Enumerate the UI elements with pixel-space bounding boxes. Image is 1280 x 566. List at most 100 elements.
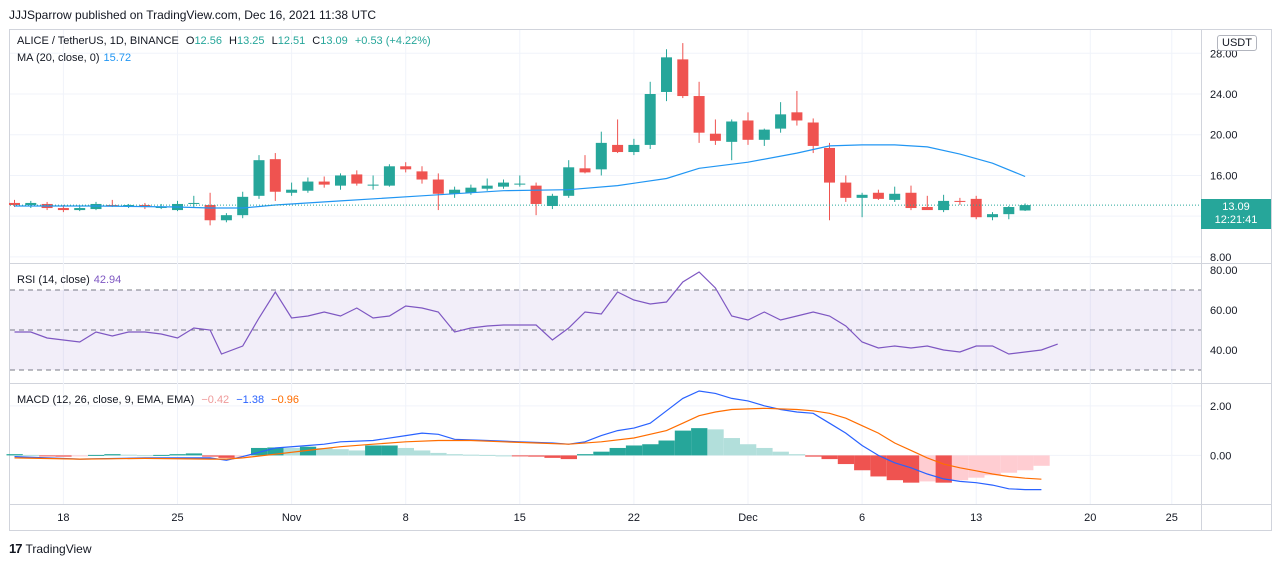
candle-up [220,215,232,221]
macd-histogram-bar [609,447,626,456]
rsi-label: RSI (14, close) [17,274,90,286]
candle-up [563,167,575,196]
rsi-legend[interactable]: RSI (14, close) 42.94 [17,274,125,286]
macd-histogram-bar [169,454,186,456]
low-value: 12.51 [277,35,306,47]
candle-down [204,204,216,221]
macd-histogram-bar [397,447,414,456]
rsi-tick-label: 80.00 [1210,265,1238,277]
candle-down [351,174,363,184]
macd-label: MACD (12, 26, close, 9, EMA, EMA) [17,394,195,406]
candle-down [807,122,819,146]
high-label: H [229,35,237,47]
price-tick-label: 28.00 [1210,48,1238,60]
macd-histogram-bar [903,455,920,483]
candle-up [546,195,558,206]
candle-up [775,114,787,129]
last-price-value: 13.09 [1222,201,1250,213]
macd-histogram-bar [642,444,659,456]
macd-histogram-bar [1033,455,1050,466]
candle-up [628,144,640,153]
rsi-value: 42.94 [93,274,122,286]
x-tick-label: 25 [1166,512,1178,524]
macd-histogram-bar [968,455,985,478]
macd-histogram-bar [691,428,708,456]
x-tick-label: 15 [514,512,526,524]
macd-histogram-bar [544,455,561,458]
ma-value: 15.72 [103,52,132,64]
macd-histogram-bar [788,454,806,456]
macd-histogram-bar [446,454,463,456]
macd-histogram-bar [805,455,822,457]
macd-histogram-bar [479,454,496,456]
price-legend: ALICE / TetherUS, 1D, BINANCE O12.56 H13… [17,35,435,47]
close-value: 13.09 [320,35,348,47]
macd-histogram-bar [560,455,577,460]
macd-histogram-bar [740,444,757,456]
macd-histogram-bar [381,445,398,456]
price-tick-label: 24.00 [1210,89,1238,101]
candle-down [612,144,624,153]
macd-histogram-bar [756,447,773,456]
macd-histogram-bar [821,455,838,460]
candle-down [872,192,884,199]
macd-histogram-bar [22,454,40,456]
macd-histogram-bar [202,455,219,457]
macd-histogram-bar [365,445,382,456]
macd-line-value: −1.38 [236,394,265,406]
candle-up [987,214,998,218]
candle-down [905,192,917,209]
macd-histogram-bar [267,447,284,456]
macd-histogram-bar [658,440,675,456]
macd-histogram-bar [772,451,789,456]
candle-up [595,142,607,170]
candle-up [302,181,314,191]
footer-brand[interactable]: 17 TradingView [9,541,92,556]
candle-down [791,112,803,121]
ohlc-open: O12.56 [186,35,222,47]
candle-down [709,133,721,141]
macd-histogram-bar [1000,455,1018,473]
x-tick-label: 8 [403,512,409,524]
ma-label: MA (20, close, 0) [17,52,100,64]
candle-down [824,147,835,183]
candle-up [155,207,167,209]
candle-up [644,94,656,145]
price-tick-label: 20.00 [1210,130,1238,142]
macd-legend[interactable]: MACD (12, 26, close, 9, EMA, EMA) −0.42 … [17,394,303,406]
macd-histogram-bar [153,454,170,456]
candle-up [465,187,477,193]
price-tick-label: 16.00 [1210,170,1238,182]
candle-up [367,184,379,186]
open-label: O [185,35,195,47]
high-value: 13.25 [236,35,265,47]
candle-up [498,182,509,187]
macd-histogram-bar [332,449,349,456]
bar-countdown: 12:21:41 [1214,214,1258,226]
macd-histogram-bar [462,454,480,456]
rsi-tick-label: 60.00 [1210,305,1238,317]
candle-up [514,183,526,185]
macd-histogram-bar [577,454,594,456]
x-tick-label: 25 [171,512,183,524]
candle-down [416,171,428,180]
currency-button[interactable]: USDT [1217,35,1257,51]
macd-histogram-bar [299,446,317,456]
candle-down [742,120,754,140]
rsi-line [14,271,1058,355]
ohlc-low: L12.51 [272,35,306,47]
x-tick-label: Nov [282,512,302,524]
candle-up [449,189,461,194]
macd-histogram-bar [218,455,235,458]
candle-down [970,198,982,218]
candle-down [579,168,591,173]
macd-histogram-bar [674,430,692,456]
symbol-label[interactable]: ALICE / TetherUS, 1D, BINANCE [17,35,179,47]
macd-histogram-bar [185,453,203,456]
macd-histogram-bar [348,450,366,456]
candle-down [9,202,20,205]
ma-legend[interactable]: MA (20, close, 0) 15.72 [17,52,135,64]
ma20-line [14,144,1026,209]
candle-down [693,96,705,133]
